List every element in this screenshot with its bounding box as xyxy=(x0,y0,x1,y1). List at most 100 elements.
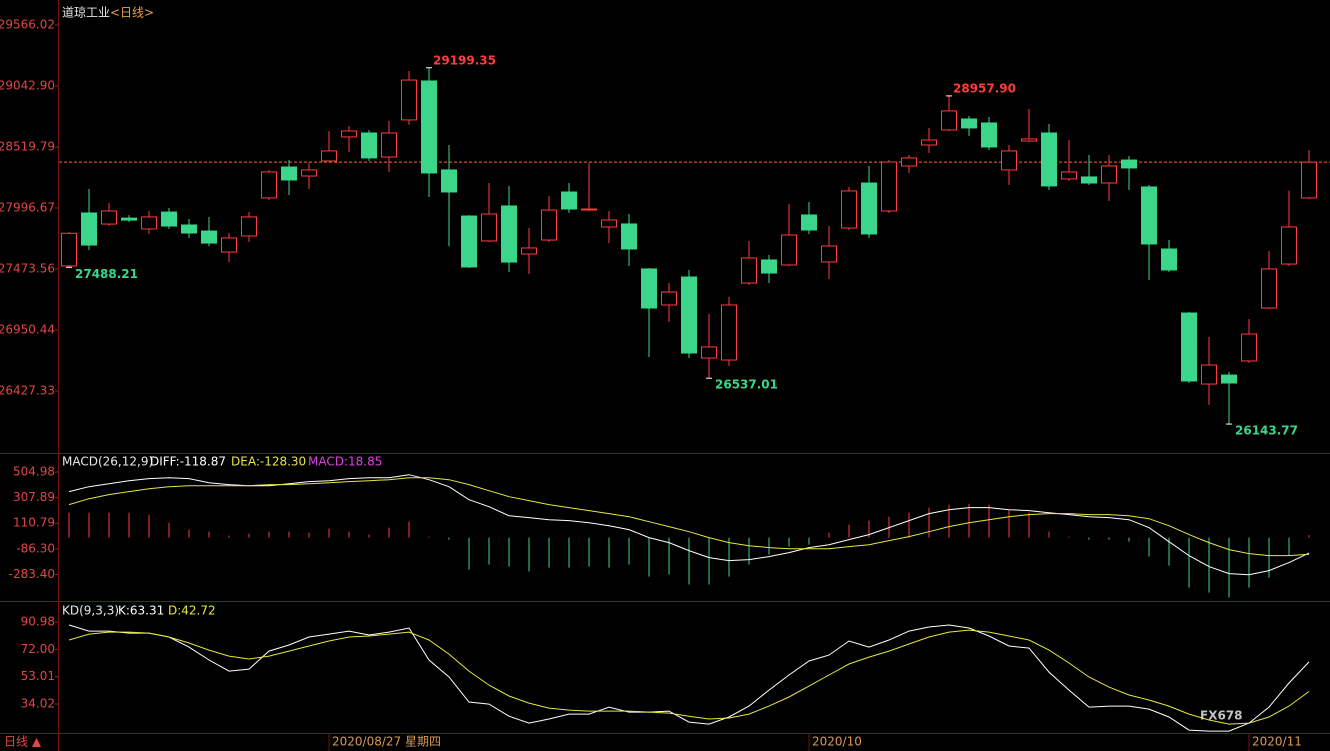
y-tick-label: 27996.67 xyxy=(0,200,55,214)
extreme-label: 27488.21 xyxy=(75,267,138,281)
candle-body xyxy=(61,232,77,267)
candle-body xyxy=(901,157,917,167)
candle-body xyxy=(981,122,997,148)
candle-body xyxy=(521,247,537,255)
candle-body xyxy=(881,161,897,212)
candle-body xyxy=(781,234,797,266)
candle-body xyxy=(1301,161,1317,199)
y-tick-label: -86.30 xyxy=(16,541,55,555)
y-tick-label: 110.79 xyxy=(13,516,55,530)
candle-body xyxy=(361,132,377,159)
legend-entry: K:63.31 xyxy=(118,604,164,618)
chart-subtitle: <日线> xyxy=(110,6,154,20)
candle-body xyxy=(1041,132,1057,187)
candle-body xyxy=(741,257,757,284)
candle-body xyxy=(241,216,257,237)
candle-body xyxy=(1081,176,1097,184)
candle-body xyxy=(1201,364,1217,385)
candle-body xyxy=(401,79,417,121)
legend-entry: MACD:18.85 xyxy=(308,455,382,469)
candle-body xyxy=(181,224,197,234)
candle-body xyxy=(321,150,337,162)
y-tick-label: 307.89 xyxy=(13,490,55,504)
candle-body xyxy=(641,268,657,309)
candle-body xyxy=(921,139,937,146)
candle-body xyxy=(841,190,857,229)
y-tick-label: 34.02 xyxy=(21,697,55,711)
extreme-label: 26143.77 xyxy=(1235,424,1298,438)
candle-body xyxy=(461,215,477,268)
y-tick-label: 29566.02 xyxy=(0,17,55,31)
candle-body xyxy=(1181,312,1197,382)
candle-body xyxy=(541,209,557,241)
candle-body xyxy=(961,118,977,129)
y-tick-label: 29042.90 xyxy=(0,78,55,92)
candle-body xyxy=(821,245,837,263)
y-tick-label: 90.98 xyxy=(21,615,55,629)
candle-body xyxy=(1261,268,1277,309)
candle-body xyxy=(421,80,437,174)
candle-body xyxy=(1061,171,1077,180)
indicator-line xyxy=(68,624,1310,732)
indicator-line xyxy=(68,629,1310,725)
candle-body xyxy=(701,346,717,359)
candle-body xyxy=(661,291,677,306)
candle-body xyxy=(1161,248,1177,271)
extreme-label: 26537.01 xyxy=(715,378,778,392)
candle-body xyxy=(341,130,357,138)
extreme-label: 28957.90 xyxy=(953,81,1016,95)
y-tick-label: 53.01 xyxy=(21,669,55,683)
y-tick-label: 72.00 xyxy=(21,642,55,656)
candle-body xyxy=(1281,226,1297,265)
candle-body xyxy=(1141,186,1157,245)
candle-body xyxy=(801,214,817,231)
candle-body xyxy=(761,259,777,274)
y-tick-label: -283.40 xyxy=(9,567,55,581)
candle-body xyxy=(301,169,317,177)
candle-body xyxy=(1021,138,1037,142)
candle-body xyxy=(101,210,117,225)
candle-body xyxy=(221,237,237,253)
candle-body xyxy=(941,110,957,131)
candle-body xyxy=(281,166,297,181)
period-label[interactable]: 日线 ▲ xyxy=(4,735,42,749)
candle-body xyxy=(601,219,617,228)
watermark: FX678 xyxy=(1200,709,1243,723)
candle-body xyxy=(861,182,877,235)
candle-body xyxy=(381,132,397,158)
candle-body xyxy=(1121,159,1137,169)
candle-body xyxy=(161,211,177,227)
candle-body xyxy=(581,208,597,211)
x-tick-label: 2020/10 xyxy=(812,735,862,749)
candle-body xyxy=(1241,333,1257,362)
candle-body xyxy=(501,205,517,263)
y-tick-label: 504.98 xyxy=(13,465,55,479)
y-tick-label: 27473.56 xyxy=(0,261,55,275)
candle-body xyxy=(561,191,577,210)
y-tick-label: 26950.44 xyxy=(0,322,55,336)
legend-entry: DEA:-128.30 xyxy=(231,455,306,469)
y-tick-label: 26427.33 xyxy=(0,383,55,397)
candle-body xyxy=(481,213,497,242)
candle-body xyxy=(1221,374,1237,384)
candle-body xyxy=(121,217,137,221)
legend-entry: D:42.72 xyxy=(168,604,216,618)
candle-body xyxy=(81,212,97,246)
candle-body xyxy=(201,230,217,244)
y-tick-label: 28519.79 xyxy=(0,139,55,153)
candle-body xyxy=(141,216,157,230)
candle-body xyxy=(681,276,697,354)
x-tick-label: 2020/08/27 星期四 xyxy=(332,735,441,749)
candle-body xyxy=(1001,150,1017,171)
indicator-line xyxy=(68,477,1310,557)
kd-title: KD(9,3,3) xyxy=(62,604,119,618)
candle-body xyxy=(441,169,457,193)
candle-body xyxy=(1101,165,1117,184)
candle-body xyxy=(721,304,737,361)
x-tick-label: 2020/11 xyxy=(1252,735,1302,749)
chart-title: 道琼工业 xyxy=(62,5,110,20)
candle-body xyxy=(261,171,277,199)
